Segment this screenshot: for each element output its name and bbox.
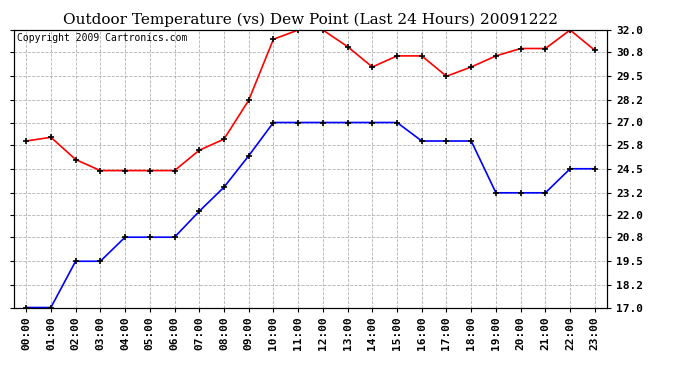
Text: Copyright 2009 Cartronics.com: Copyright 2009 Cartronics.com [17, 33, 187, 43]
Title: Outdoor Temperature (vs) Dew Point (Last 24 Hours) 20091222: Outdoor Temperature (vs) Dew Point (Last… [63, 13, 558, 27]
